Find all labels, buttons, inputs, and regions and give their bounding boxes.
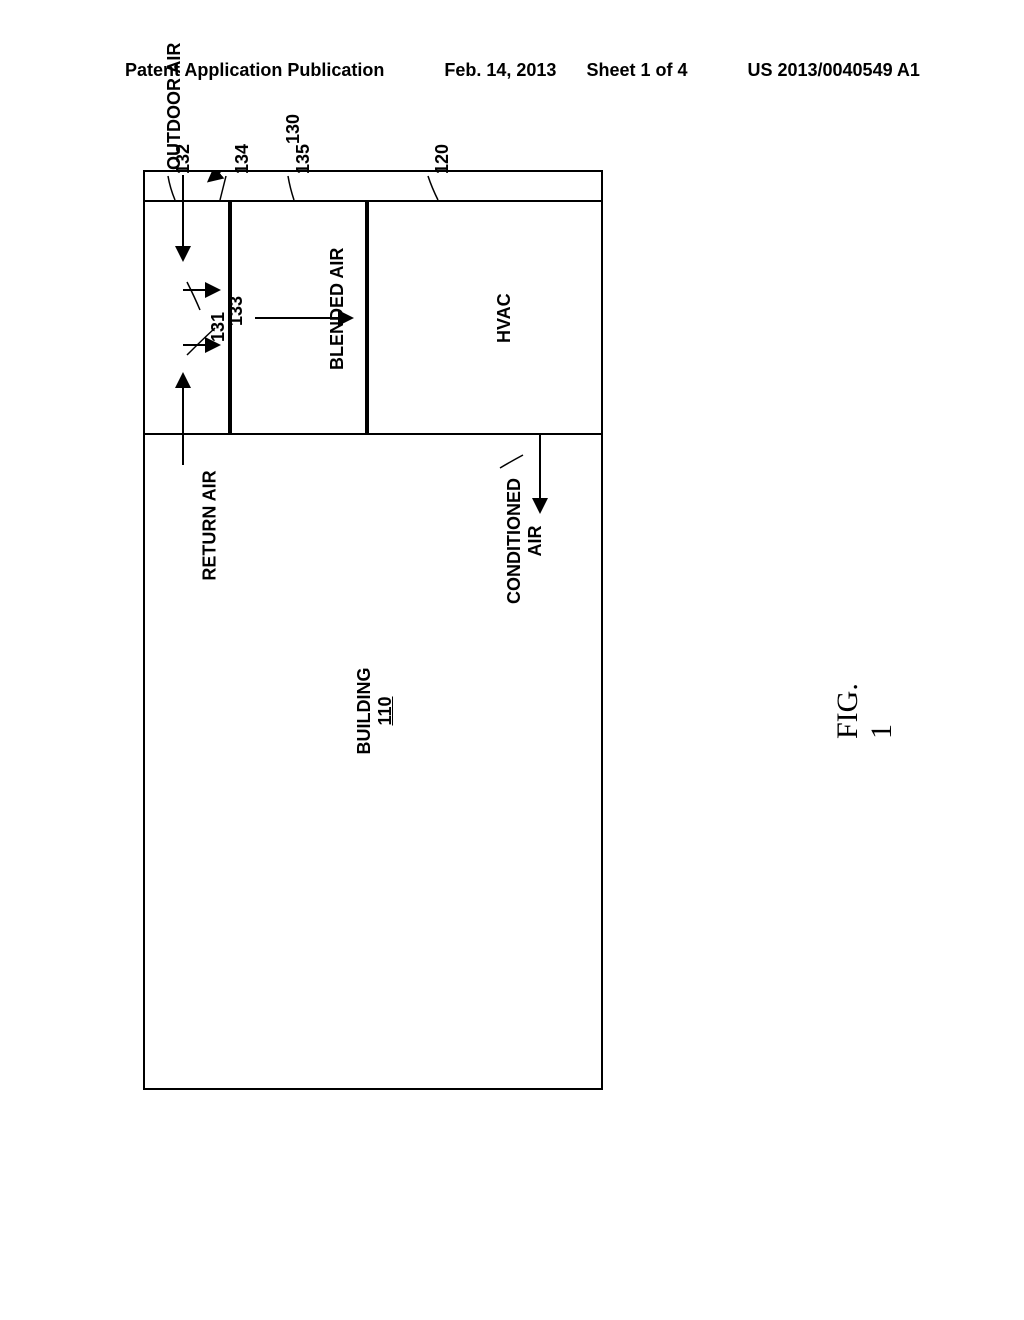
ref-133: 133	[226, 296, 247, 326]
page: Patent Application Publication Feb. 14, …	[0, 0, 1024, 1320]
leader-134	[220, 176, 226, 200]
label-blended-air: BLENDED AIR	[327, 248, 348, 370]
leader-132	[168, 176, 175, 200]
leader-131	[187, 282, 200, 310]
figure-canvas: FIG. 1	[120, 170, 900, 1150]
label-return-air: RETURN AIR	[200, 466, 221, 586]
ref-134: 134	[232, 144, 253, 174]
leader-120	[428, 176, 438, 200]
sheet-number: Sheet 1 of 4	[586, 60, 687, 81]
label-building: BUILDING 110	[354, 651, 396, 771]
page-header: Patent Application Publication Feb. 14, …	[0, 60, 1024, 81]
label-conditioned-air: CONDITIONED AIR	[504, 466, 546, 616]
publication-number: US 2013/0040549 A1	[747, 60, 919, 81]
leader-135	[288, 176, 294, 200]
ref-130: 130	[283, 114, 304, 144]
ref-135: 135	[293, 144, 314, 174]
label-hvac: HVAC	[494, 293, 515, 343]
label-outdoor-air: OUTDOOR AIR	[164, 43, 185, 170]
publication-date: Feb. 14, 2013	[444, 60, 556, 81]
ref-120: 120	[432, 144, 453, 174]
